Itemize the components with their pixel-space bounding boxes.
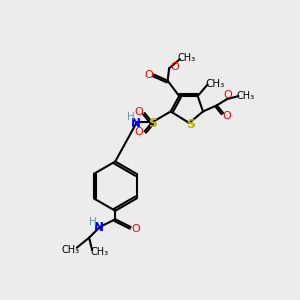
Text: CH₃: CH₃ (61, 245, 80, 255)
Text: CH₃: CH₃ (177, 53, 195, 63)
Text: CH₃: CH₃ (236, 91, 254, 101)
Text: H: H (89, 217, 97, 226)
Text: O: O (135, 127, 143, 137)
Text: O: O (170, 62, 179, 72)
Text: S: S (148, 116, 157, 130)
Text: N: N (94, 221, 104, 234)
Text: N: N (131, 116, 141, 130)
Text: H: H (127, 112, 134, 122)
Text: CH₃: CH₃ (91, 248, 109, 257)
Text: O: O (135, 107, 143, 117)
Text: S: S (186, 118, 195, 131)
Text: O: O (223, 89, 232, 100)
Text: O: O (223, 111, 231, 121)
Text: O: O (132, 224, 140, 233)
Text: O: O (144, 70, 153, 80)
Text: CH₃: CH₃ (205, 79, 224, 89)
